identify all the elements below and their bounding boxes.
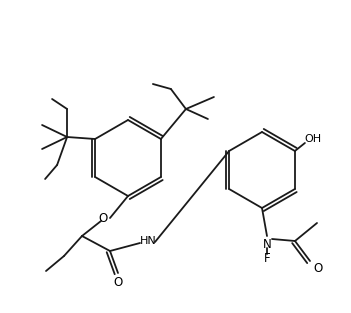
Text: F: F <box>264 252 270 264</box>
Text: O: O <box>113 276 122 290</box>
Text: O: O <box>313 263 323 275</box>
Text: N: N <box>263 238 271 250</box>
Text: OH: OH <box>304 134 322 144</box>
Text: HN: HN <box>140 236 157 246</box>
Text: O: O <box>98 212 108 224</box>
